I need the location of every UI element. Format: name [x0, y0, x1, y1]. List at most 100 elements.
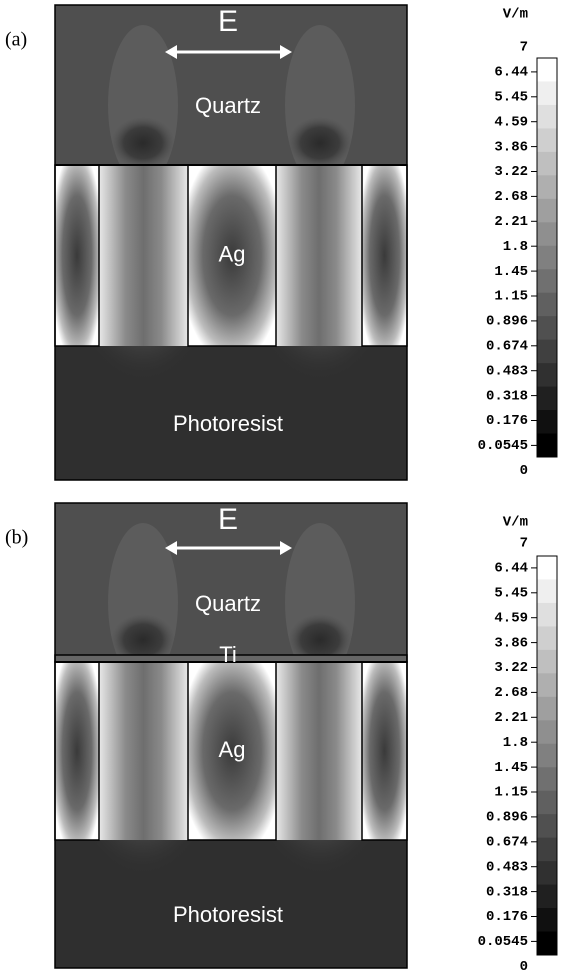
quartz-label: Quartz: [195, 93, 261, 118]
ag-label: Ag: [219, 737, 246, 762]
colorbar-band: [537, 814, 557, 839]
colorbar-band: [537, 767, 557, 792]
colorbar-band: [537, 316, 557, 341]
colorbar-tick-label: 2.68: [494, 685, 528, 701]
panel: (b) E Quartz Ti Ag Photoresist V/m 7 6.44 5.45 4.5…: [5, 502, 558, 973]
colorbar-tick-label: 0.674: [486, 339, 528, 355]
ti-label: Ti: [219, 642, 237, 667]
gap-field: [276, 662, 362, 840]
colorbar-tick-label: 3.86: [494, 139, 528, 155]
colorbar-band: [537, 269, 557, 294]
field-label: E: [218, 503, 238, 536]
colorbar-tick-label: 1.15: [494, 289, 528, 305]
field-label: E: [218, 5, 238, 38]
panel: (a) E Quartz Ag Photoresist V/m 7 6.44 5.45 4.59 3…: [5, 4, 558, 481]
colorbar-band: [537, 931, 557, 956]
colorbar-band: [537, 696, 557, 721]
colorbar-band: [537, 626, 557, 651]
colorbar-tick-label: 6.44: [494, 65, 528, 81]
colorbar-band: [537, 579, 557, 604]
ag-label: Ag: [219, 241, 246, 266]
colorbar-band: [537, 363, 557, 388]
colorbar-band: [537, 58, 557, 82]
colorbar-tick-label: 7: [520, 40, 528, 56]
ag-block: [187, 661, 277, 841]
colorbar-band: [537, 649, 557, 674]
ag-block: [361, 661, 408, 841]
field-blob: [111, 117, 175, 169]
colorbar-tick-label: 0: [520, 959, 528, 973]
colorbar-tick-label: 2.21: [494, 710, 528, 726]
colorbar-frame: [536, 57, 558, 458]
colorbar-tick-label: 0: [520, 463, 528, 479]
colorbar-tick-label: 0.176: [486, 909, 528, 925]
colorbar-tick-label: 3.22: [494, 660, 528, 676]
colorbar-tick-label: 1.45: [494, 760, 528, 776]
photoresist-label: Photoresist: [173, 411, 283, 436]
ag-block: [54, 164, 100, 347]
colorbar-tick-label: 3.86: [494, 635, 528, 651]
colorbar-tick-label: 2.68: [494, 189, 528, 205]
colorbar-tick-label: 0.176: [486, 413, 528, 429]
colorbar-tick-label: 0.674: [486, 835, 528, 851]
colorbar-band: [537, 198, 557, 223]
colorbar-unit: V/m: [503, 515, 528, 531]
colorbar-band: [537, 222, 557, 247]
colorbar-tick-label: 1.8: [503, 735, 528, 751]
frame: [54, 502, 408, 969]
colorbar-tick-label: 0.896: [486, 810, 528, 826]
colorbar-tick-label: 5.45: [494, 586, 528, 602]
colorbar-band: [537, 602, 557, 627]
colorbar-band: [537, 104, 557, 129]
colorbar-band: [537, 908, 557, 933]
colorbar-tick-label: 4.59: [494, 114, 528, 130]
colorbar-tick-label: 0.318: [486, 884, 528, 900]
photoresist-label: Photoresist: [173, 902, 283, 927]
colorbar: V/m 7 6.44 5.45 4.59 3.86 3.22 2.68 2.21 1.8 1.45 1…: [478, 7, 558, 479]
colorbar-band: [537, 837, 557, 862]
colorbar-band: [537, 861, 557, 886]
colorbar-band: [537, 884, 557, 909]
field-blob: [288, 117, 352, 169]
field-map: [54, 4, 408, 481]
colorbar-unit: V/m: [503, 7, 528, 23]
colorbar: V/m 7 6.44 5.45 4.59 3.86 3.22 2.68 2.21 1.8 1.45 1…: [478, 515, 558, 973]
colorbar-tick-label: 0.0545: [478, 438, 528, 454]
colorbar-band: [537, 175, 557, 200]
ag-block: [54, 661, 100, 841]
colorbar-tick-label: 0.483: [486, 363, 528, 379]
field-blob: [111, 614, 175, 666]
colorbar-band: [537, 410, 557, 435]
colorbar-band: [537, 128, 557, 153]
colorbar-band: [537, 292, 557, 317]
panel-label: (a): [5, 29, 27, 51]
colorbar-band: [537, 151, 557, 176]
colorbar-tick-label: 1.45: [494, 264, 528, 280]
colorbar-band: [537, 743, 557, 768]
field-map: [54, 502, 408, 969]
colorbar-band: [537, 720, 557, 745]
colorbar-tick-label: 1.8: [503, 239, 528, 255]
colorbar-tick-label: 4.59: [494, 610, 528, 626]
colorbar-tick-label: 6.44: [494, 561, 528, 577]
colorbar-tick-label: 5.45: [494, 90, 528, 106]
colorbar-band: [537, 673, 557, 698]
colorbar-tick-label: 0.896: [486, 314, 528, 330]
gap-field: [99, 662, 188, 840]
quartz-label: Quartz: [195, 591, 261, 616]
frame: [54, 4, 408, 481]
colorbar-band: [537, 81, 557, 106]
colorbar-tick-label: 0.483: [486, 859, 528, 875]
colorbar-tick-label: 3.22: [494, 164, 528, 180]
panel-label: (b): [5, 527, 28, 549]
gap-field: [99, 165, 188, 346]
ag-block: [187, 164, 277, 347]
colorbar-band: [537, 433, 557, 458]
ag-block: [361, 164, 408, 347]
field-blob: [288, 614, 352, 666]
colorbar-tick-label: 7: [520, 536, 528, 552]
colorbar-band: [537, 339, 557, 364]
colorbar-band: [537, 245, 557, 270]
colorbar-frame: [536, 555, 558, 956]
